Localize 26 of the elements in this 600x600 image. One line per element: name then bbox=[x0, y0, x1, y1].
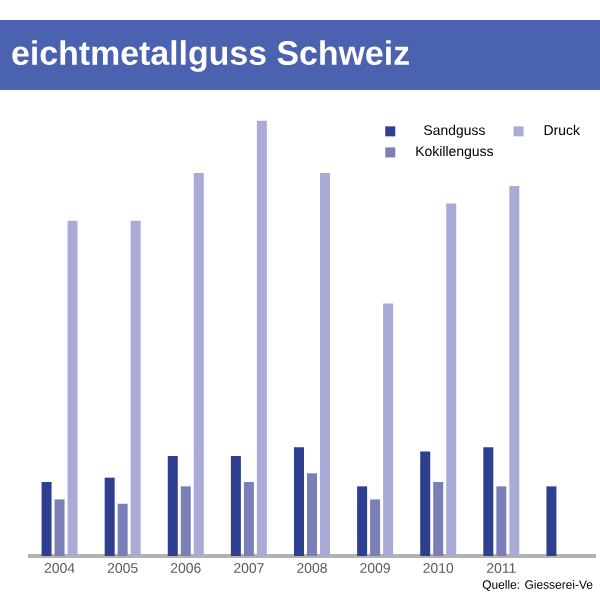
bar bbox=[546, 486, 557, 556]
bar bbox=[41, 482, 52, 556]
bar bbox=[420, 451, 431, 556]
bar bbox=[357, 486, 368, 556]
bar bbox=[509, 186, 520, 556]
bar bbox=[104, 477, 115, 556]
bar bbox=[54, 499, 65, 556]
bar bbox=[370, 499, 381, 556]
bar bbox=[383, 303, 394, 556]
bar bbox=[167, 455, 178, 556]
bar bbox=[433, 482, 444, 556]
bar bbox=[319, 172, 330, 556]
bar bbox=[293, 447, 304, 556]
bar bbox=[256, 120, 267, 556]
bar bbox=[496, 486, 507, 556]
bar bbox=[193, 172, 204, 556]
bar bbox=[306, 473, 317, 556]
chart-title: eichtmetallguss Schweiz bbox=[12, 40, 409, 72]
bar bbox=[130, 220, 141, 556]
bar bbox=[483, 447, 494, 556]
bar bbox=[243, 482, 254, 556]
bar bbox=[446, 203, 457, 556]
bar bbox=[67, 220, 78, 556]
bar bbox=[230, 455, 241, 556]
bar bbox=[180, 486, 191, 556]
bar bbox=[117, 503, 128, 556]
